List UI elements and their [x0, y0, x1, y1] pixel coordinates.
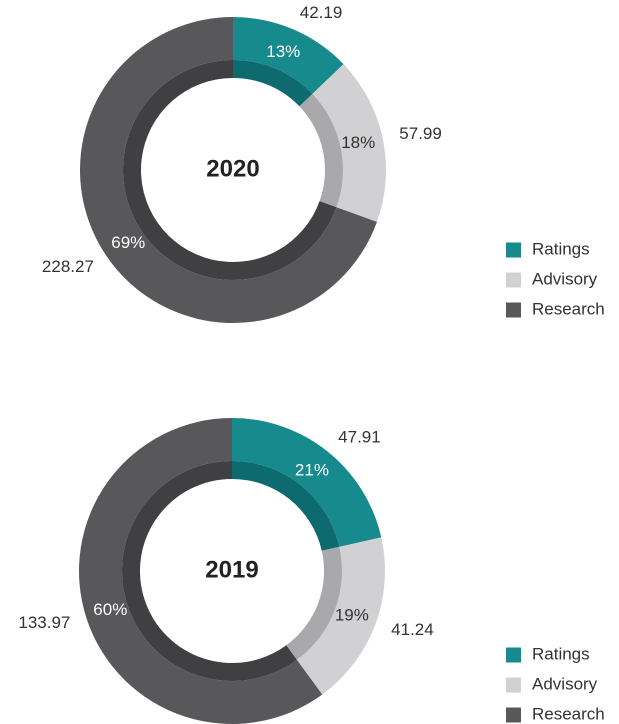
legend-label: Research	[532, 299, 605, 318]
donut-segment	[296, 537, 385, 695]
legend-swatch	[506, 242, 521, 258]
percent-label: 21%	[295, 461, 329, 480]
legend-swatch	[506, 677, 521, 693]
legend-label: Advisory	[532, 674, 598, 693]
legend-swatch	[506, 272, 521, 288]
donut-inner-segment	[299, 93, 343, 208]
value-label: 42.19	[300, 3, 343, 22]
center-label: 2020	[206, 155, 259, 182]
donut-inner-segment	[232, 461, 340, 551]
legend-label: Research	[532, 704, 605, 723]
legend-label: Ratings	[532, 239, 590, 258]
legend-swatch	[506, 647, 521, 663]
value-label: 57.99	[399, 124, 442, 143]
legend-label: Ratings	[532, 644, 590, 663]
donut-inner-segment	[122, 460, 297, 681]
value-label: 133.97	[18, 613, 70, 632]
percent-label: 69%	[111, 233, 145, 252]
percent-label: 60%	[93, 600, 127, 619]
legend-label: Advisory	[532, 269, 598, 288]
donut-inner-segment	[233, 60, 313, 107]
legend-swatch	[506, 302, 521, 318]
value-label: 41.24	[391, 620, 434, 639]
center-label: 2019	[205, 556, 258, 583]
donut-inner-segment	[286, 546, 342, 660]
percent-label: 18%	[341, 133, 375, 152]
percent-label: 13%	[266, 42, 300, 61]
donut-segment	[312, 64, 386, 222]
percent-label: 19%	[335, 605, 369, 624]
donut-segment	[233, 17, 344, 94]
donut-segment	[79, 418, 323, 724]
value-label: 47.91	[338, 428, 381, 447]
donut-segment	[232, 418, 382, 547]
legend-swatch	[506, 707, 521, 723]
value-label: 228.27	[42, 257, 94, 276]
